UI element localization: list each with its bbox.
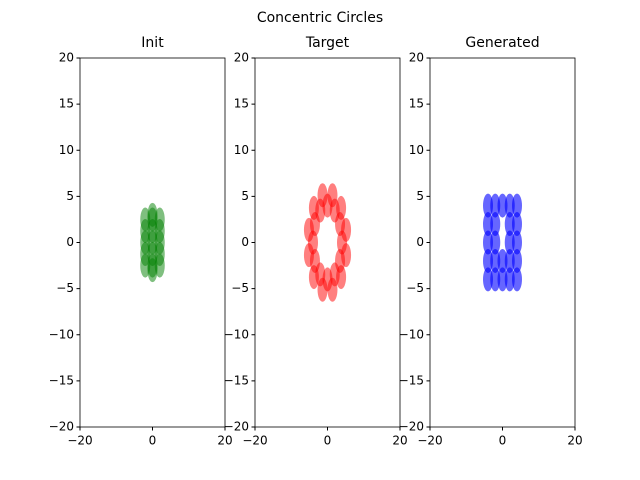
scatter-point xyxy=(490,267,501,292)
scatter-point xyxy=(303,217,314,242)
scatter-point xyxy=(512,230,522,255)
y-tick-label: 20 xyxy=(59,51,74,65)
x-tick-label: −20 xyxy=(67,434,92,448)
x-tick-label: −20 xyxy=(417,434,442,448)
x-tick-label: 20 xyxy=(567,434,582,448)
y-tick-label: 15 xyxy=(409,97,424,111)
scatter-point xyxy=(327,183,338,208)
y-tick-label: −5 xyxy=(56,281,74,295)
axes-frame xyxy=(79,57,226,428)
scatter-point xyxy=(317,183,328,208)
scatter-point xyxy=(497,267,508,292)
x-tick-label: 20 xyxy=(217,434,232,448)
y-tick-label: −10 xyxy=(49,327,74,341)
x-tick-label: −20 xyxy=(242,434,267,448)
scatter-point xyxy=(308,195,319,220)
x-tick-label: 20 xyxy=(392,434,407,448)
scatter-point xyxy=(341,217,352,242)
y-tick-label: −10 xyxy=(399,327,424,341)
y-tick-label: 10 xyxy=(59,143,74,157)
scatter-point xyxy=(147,258,158,283)
scatter-point xyxy=(512,248,522,273)
y-tick-label: −5 xyxy=(406,281,424,295)
figure-title: Concentric Circles xyxy=(257,10,383,26)
y-tick-label: 20 xyxy=(409,51,424,65)
y-tick-label: −20 xyxy=(49,420,74,434)
x-tick-label: 0 xyxy=(149,434,157,448)
scatter-point xyxy=(497,248,508,273)
axes-frame xyxy=(254,57,401,428)
scatter-point xyxy=(504,230,515,255)
y-tick-label: 5 xyxy=(416,189,424,203)
scatter-point xyxy=(327,277,338,302)
y-tick-label: 0 xyxy=(416,235,424,249)
y-tick-label: 20 xyxy=(234,51,249,65)
x-tick-label: 0 xyxy=(324,434,332,448)
scatter-point xyxy=(490,212,501,237)
scatter-point xyxy=(490,230,501,255)
y-tick-label: −15 xyxy=(224,373,249,387)
y-tick-label: −5 xyxy=(231,281,249,295)
scatter-point xyxy=(504,248,515,273)
y-tick-label: 0 xyxy=(66,235,74,249)
scatter-point xyxy=(483,267,493,292)
y-tick-label: 15 xyxy=(234,97,249,111)
scatter-point xyxy=(512,267,522,292)
scatter-point xyxy=(147,202,158,227)
scatter-point xyxy=(490,193,501,218)
scatter-point xyxy=(336,195,347,220)
y-tick-label: 5 xyxy=(241,189,249,203)
y-tick-label: −15 xyxy=(399,373,424,387)
subplot-title: Init xyxy=(141,35,164,51)
y-tick-label: 10 xyxy=(234,143,249,157)
scatter-point xyxy=(483,248,493,273)
scatter-point xyxy=(341,243,352,268)
scatter-point xyxy=(512,193,522,218)
scatter-point xyxy=(490,248,501,273)
subplot-title: Target xyxy=(305,35,350,51)
y-tick-label: 0 xyxy=(241,235,249,249)
y-tick-label: −10 xyxy=(224,327,249,341)
y-tick-label: −20 xyxy=(399,420,424,434)
scatter-point xyxy=(483,230,493,255)
y-tick-label: 5 xyxy=(66,189,74,203)
scatter-point xyxy=(317,277,328,302)
scatter-point xyxy=(308,265,319,290)
y-tick-label: −15 xyxy=(49,373,74,387)
scatter-point xyxy=(504,212,515,237)
scatter-point xyxy=(483,193,493,218)
scatter-point xyxy=(512,212,522,237)
subplot-title: Generated xyxy=(465,35,539,51)
axes-frame xyxy=(429,57,576,428)
scatter-point xyxy=(303,243,314,268)
x-tick-label: 0 xyxy=(499,434,507,448)
scatter-point xyxy=(504,267,515,292)
y-tick-label: 15 xyxy=(59,97,74,111)
scatter-point xyxy=(483,212,493,237)
scatter-point xyxy=(336,265,347,290)
scatter-point xyxy=(497,193,508,218)
y-tick-label: −20 xyxy=(224,420,249,434)
y-tick-label: 10 xyxy=(409,143,424,157)
scatter-point xyxy=(504,193,515,218)
